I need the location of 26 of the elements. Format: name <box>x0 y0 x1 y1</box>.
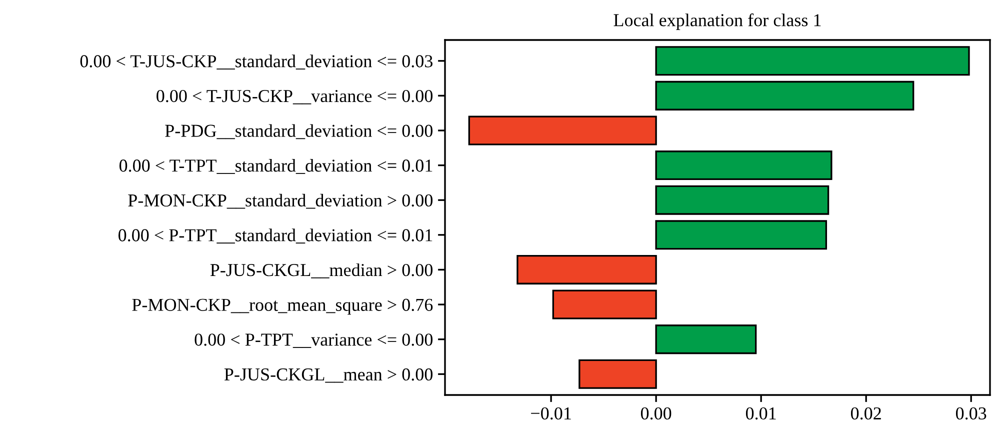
bar <box>655 185 830 215</box>
bar <box>655 46 970 76</box>
y-tick-label: 0.00 < T-JUS-CKP__standard_deviation <= 0.03 <box>80 54 432 70</box>
x-tick-label: 0.02 <box>850 407 881 420</box>
y-tick-label: 0.00 < T-TPT__standard_deviation <= 0.01 <box>119 159 432 174</box>
bar <box>655 324 757 354</box>
bar <box>655 150 832 180</box>
y-tick-label: 0.00 < P-TPT__variance <= 0.00 <box>194 334 433 348</box>
chart-title: Local explanation for class 1 <box>614 13 821 30</box>
bar <box>655 220 828 250</box>
bar <box>516 254 657 284</box>
bar <box>578 359 657 389</box>
bar <box>655 80 914 110</box>
x-tick-label: 0.00 <box>640 407 672 420</box>
y-tick-label: P-JUS-CKGL__mean > 0.00 <box>224 368 433 383</box>
bar <box>468 116 657 146</box>
y-tick-label: P-MON-CKP__standard_deviation > 0.00 <box>128 194 433 209</box>
x-tick-label: 0.03 <box>956 407 986 420</box>
y-tick-label: 0.00 < P-TPT__standard_deviation <= 0.01 <box>118 228 432 244</box>
y-tick-label: P-PDG__standard_deviation <= 0.00 <box>165 124 433 140</box>
x-tick-label: −0.01 <box>531 407 571 420</box>
bar <box>552 290 657 320</box>
y-tick-label: P-MON-CKP__root_mean_square > 0.76 <box>132 298 433 315</box>
y-tick-label: 0.00 < T-JUS-CKP__variance <= 0.00 <box>156 90 433 104</box>
x-tick-label: 0.01 <box>746 407 776 420</box>
y-tick-label: P-JUS-CKGL__median > 0.00 <box>210 263 433 278</box>
